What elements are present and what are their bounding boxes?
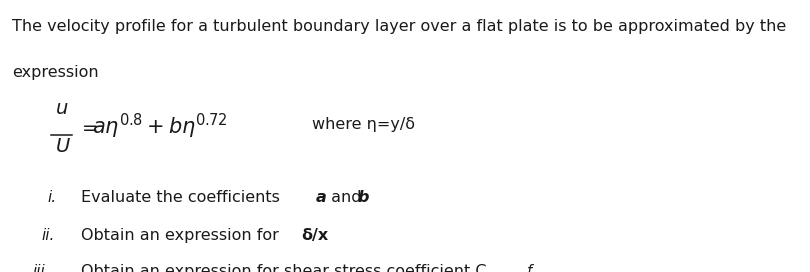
Text: δ/x: δ/x xyxy=(301,228,329,243)
Text: and: and xyxy=(326,190,367,205)
Text: $=$: $=$ xyxy=(78,117,98,136)
Text: $U$: $U$ xyxy=(55,137,71,156)
Text: The velocity profile for a turbulent boundary layer over a flat plate is to be a: The velocity profile for a turbulent bou… xyxy=(12,19,787,34)
Text: i.: i. xyxy=(47,190,56,205)
Text: ii.: ii. xyxy=(41,228,55,243)
Text: Obtain an expression for: Obtain an expression for xyxy=(81,228,284,243)
Text: where η=y/δ: where η=y/δ xyxy=(312,117,415,132)
Text: Obtain an expression for shear stress coefficient C: Obtain an expression for shear stress co… xyxy=(81,264,487,272)
Text: f: f xyxy=(527,264,532,272)
Text: $a\eta^{0.8}+b\eta^{0.72}$: $a\eta^{0.8}+b\eta^{0.72}$ xyxy=(92,112,227,141)
Text: a: a xyxy=(316,190,326,205)
Text: b: b xyxy=(357,190,369,205)
Text: iii.: iii. xyxy=(32,264,50,272)
Text: $u$: $u$ xyxy=(55,99,69,118)
Text: .: . xyxy=(535,264,539,272)
Text: expression: expression xyxy=(12,65,99,80)
Text: Evaluate the coefficients: Evaluate the coefficients xyxy=(81,190,285,205)
